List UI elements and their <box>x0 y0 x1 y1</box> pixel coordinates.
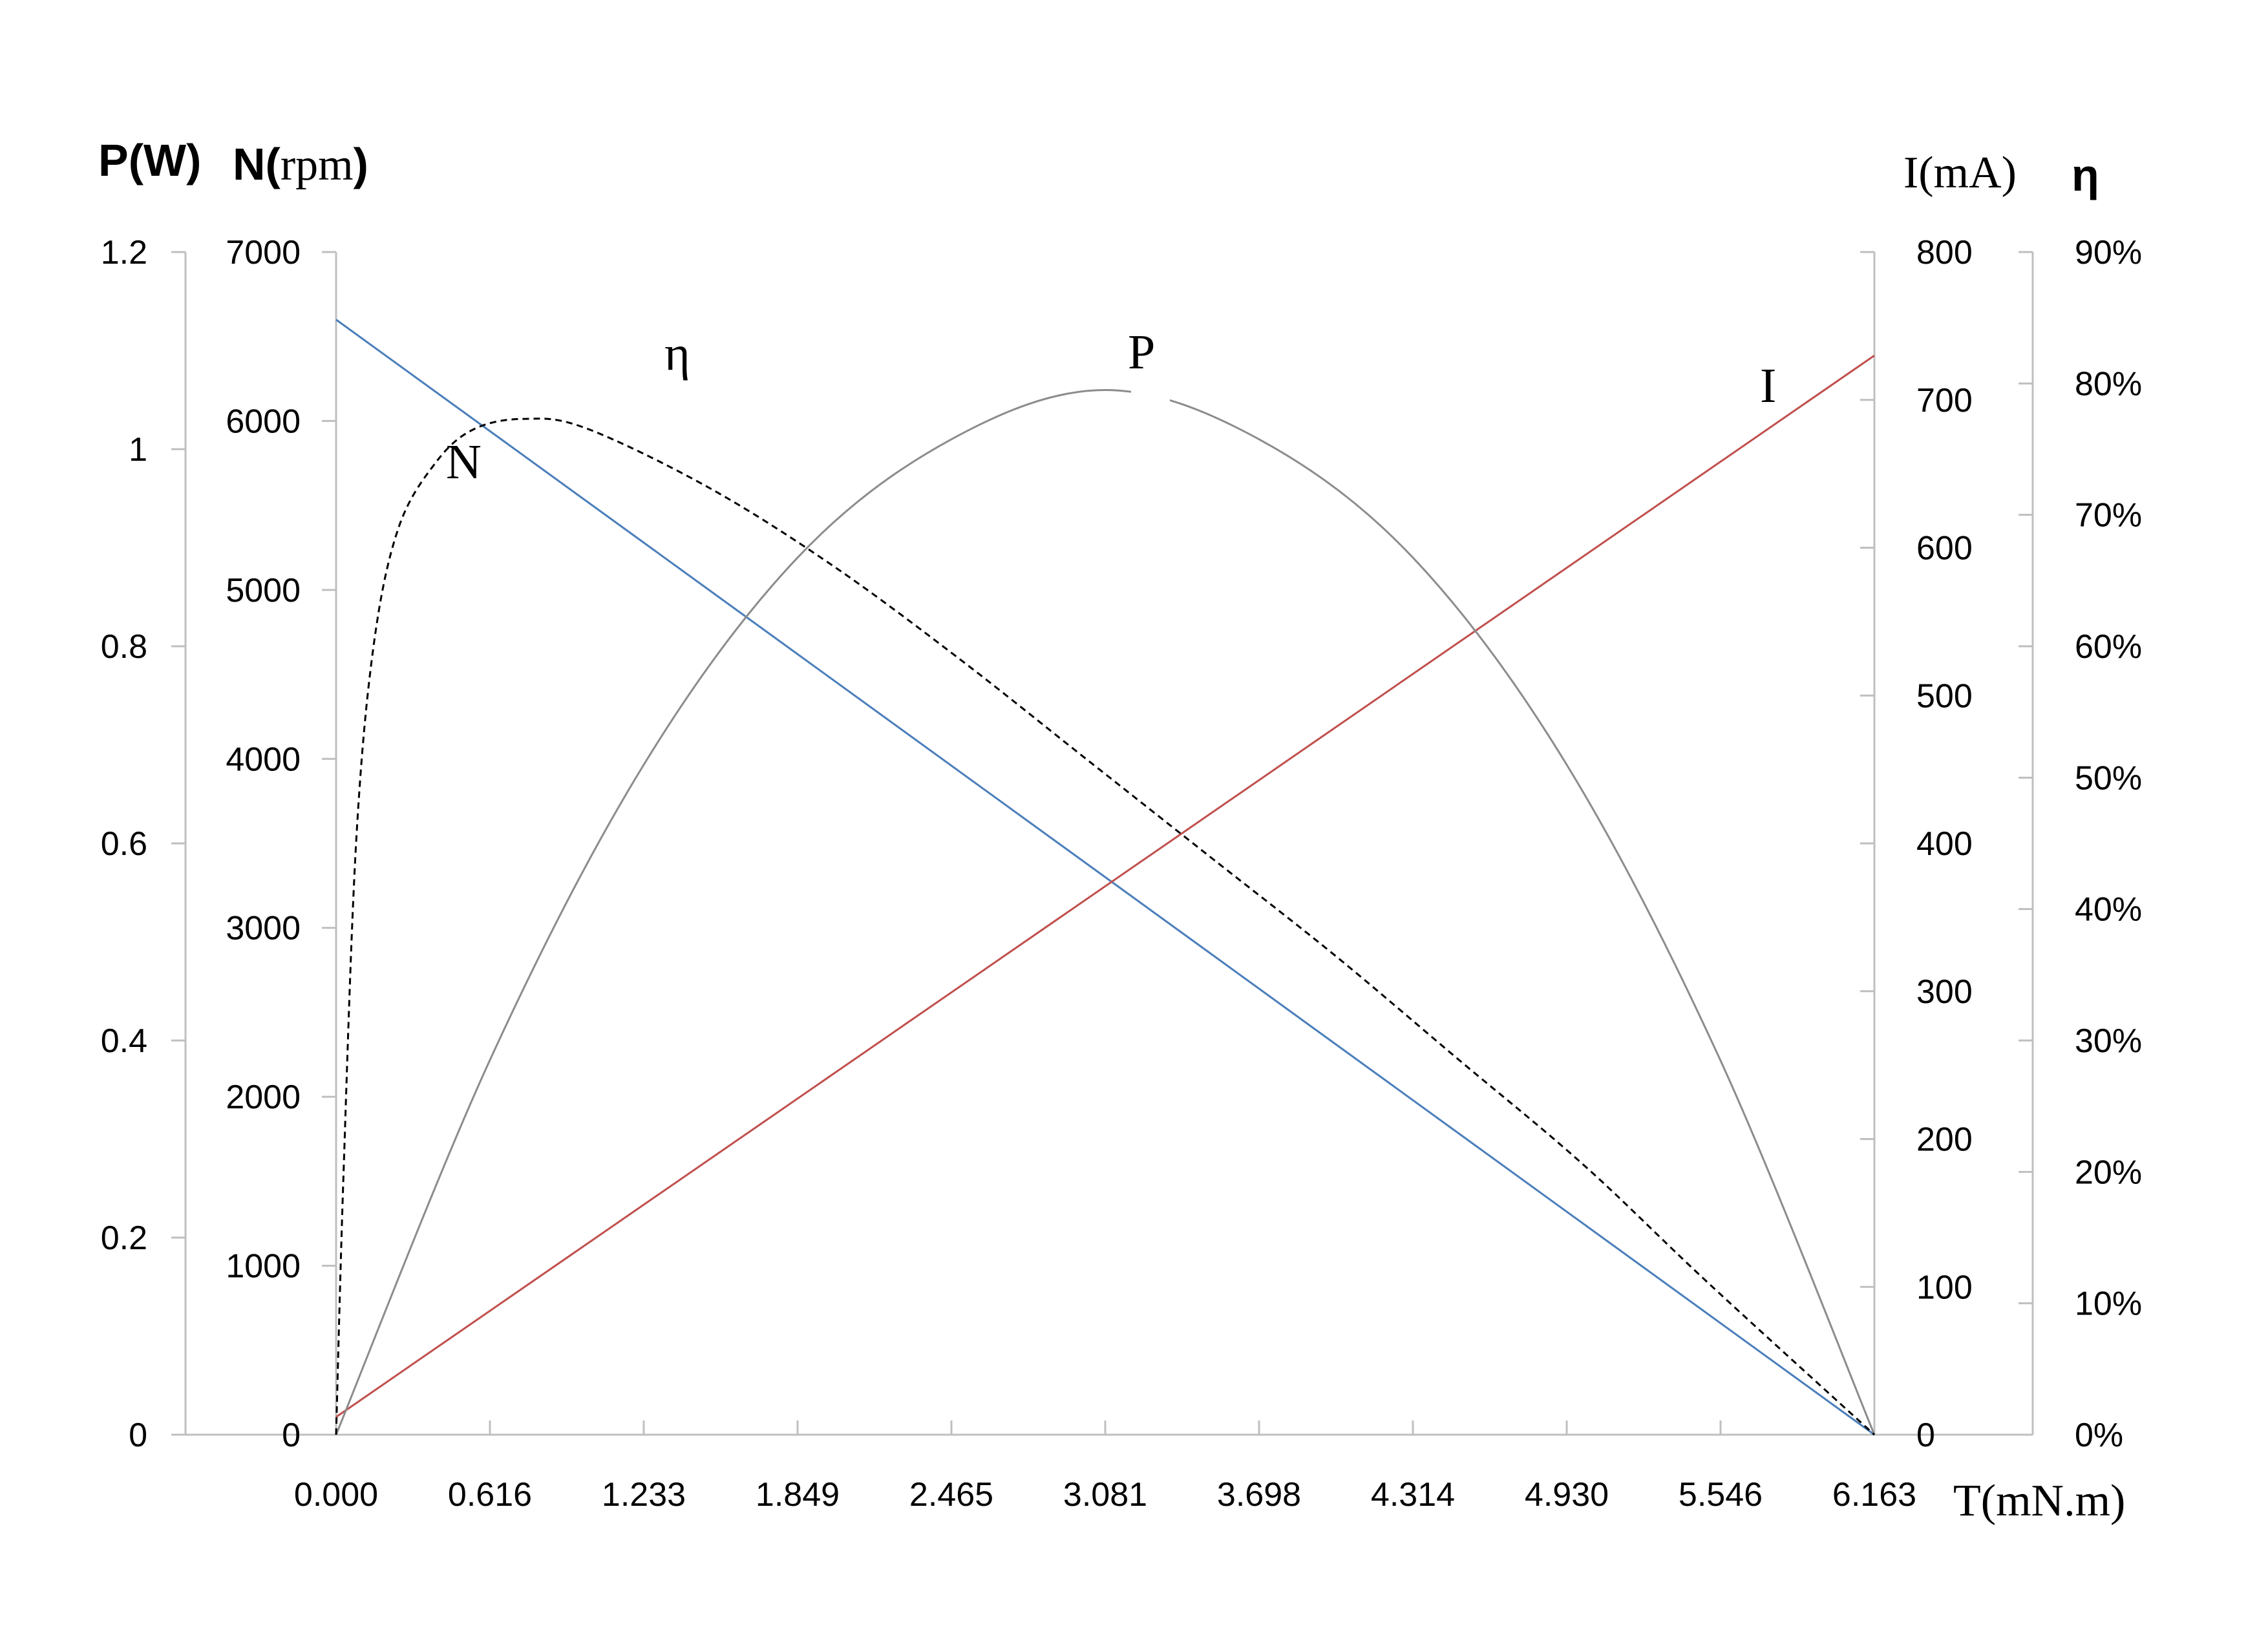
current-axis-tick-label: 500 <box>1916 677 1973 715</box>
power-axis-tick-label: 0.8 <box>101 628 147 666</box>
p-label-halo <box>1131 362 1170 407</box>
efficiency-axis-tick-label: 40% <box>2075 891 2142 929</box>
speed-axis-ticks: 0 1000 2000 3000 4000 5000 6000 7000 <box>226 234 336 1454</box>
torque-axis-tick-label: 2.465 <box>909 1476 993 1514</box>
speed-curve-label: N <box>446 435 482 489</box>
power-curve-label: P <box>1128 325 1155 379</box>
efficiency-axis-tick-label: 10% <box>2075 1285 2142 1323</box>
torque-axis-tick-label: 1.233 <box>602 1476 686 1514</box>
power-axis-title: P(W) <box>98 135 201 185</box>
speed-axis-tick-label: 0 <box>282 1417 301 1454</box>
efficiency-axis-tick-label: 30% <box>2075 1022 2142 1060</box>
speed-axis-tick-label: 4000 <box>226 741 301 778</box>
power-axis-tick-label: 0 <box>129 1417 147 1454</box>
speed-axis-tick-label: 1000 <box>226 1248 301 1285</box>
efficiency-axis-tick-label: 20% <box>2075 1154 2142 1191</box>
series-lines <box>335 319 1876 1436</box>
torque-axis-tick-label: 6.163 <box>1832 1476 1916 1514</box>
current-axis-tick-label: 100 <box>1916 1269 1973 1306</box>
efficiency-axis-tick-label: 90% <box>2075 234 2142 271</box>
current-axis-tick-label: 300 <box>1916 973 1973 1011</box>
efficiency-axis-title: η <box>2072 150 2099 200</box>
current-axis-tick-label: 200 <box>1916 1121 1973 1159</box>
efficiency-axis-tick-label: 60% <box>2075 628 2142 666</box>
current-axis-tick-label: 700 <box>1916 382 1973 419</box>
efficiency-axis-tick-label: 70% <box>2075 497 2142 534</box>
torque-axis-tick-label: 3.698 <box>1217 1476 1301 1514</box>
speed-axis-tick-label: 7000 <box>226 234 301 271</box>
torque-axis-tick-label: 0.000 <box>294 1476 378 1514</box>
eta-curve-label: η <box>664 326 690 381</box>
current-curve-label: I <box>1760 359 1776 413</box>
current-axis-tick-label: 400 <box>1916 825 1973 863</box>
current-axis-tick-label: 0 <box>1916 1417 1935 1454</box>
torque-axis-tick-label: 5.546 <box>1679 1476 1763 1514</box>
torque-axis-ticks: 0.000 0.616 1.233 1.849 2.465 3.081 3.698 4.314… <box>294 1420 1916 1514</box>
current-axis-tick-label: 600 <box>1916 530 1973 567</box>
power-axis-tick-label: 1 <box>129 431 147 469</box>
efficiency-axis-ticks: 0% 10% 20% 30% 40% 50% 60% 70% 80% 90% <box>2019 234 2142 1454</box>
efficiency-curve <box>335 417 1876 1436</box>
speed-axis-title-part1: N( <box>233 139 281 189</box>
speed-axis-tick-label: 5000 <box>226 572 301 609</box>
power-axis-tick-label: 0.6 <box>101 825 147 863</box>
torque-axis-tick-label: 0.616 <box>448 1476 532 1514</box>
speed-axis-title-part3: ) <box>354 139 368 189</box>
speed-axis-title-unit: rpm <box>281 140 354 190</box>
torque-axis-title: T(mN.m) <box>1953 1476 2125 1526</box>
current-line <box>335 354 1875 1418</box>
power-axis-tick-label: 0.4 <box>101 1022 147 1060</box>
current-axis-ticks: 0 100 200 300 400 500 600 700 800 <box>1860 234 1973 1454</box>
efficiency-axis-tick-label: 50% <box>2075 759 2142 797</box>
power-axis-tick-label: 0.2 <box>101 1220 147 1257</box>
current-axis-tick-label: 800 <box>1916 234 1973 271</box>
torque-axis-tick-label: 1.849 <box>756 1476 840 1514</box>
speed-axis-title: N(rpm) <box>233 139 368 190</box>
power-axis-tick-label: 1.2 <box>101 234 147 271</box>
speed-axis-tick-label: 3000 <box>226 910 301 947</box>
torque-axis-tick-label: 4.930 <box>1525 1476 1609 1514</box>
torque-axis-tick-label: 3.081 <box>1063 1476 1147 1514</box>
current-axis-title: I(mA) <box>1903 148 2017 198</box>
speed-line <box>335 319 1875 1436</box>
speed-axis-tick-label: 6000 <box>226 403 301 440</box>
efficiency-axis-tick-label: 80% <box>2075 365 2142 403</box>
torque-axis-tick-label: 4.314 <box>1371 1476 1455 1514</box>
power-curve <box>335 388 1876 1435</box>
efficiency-axis-tick-label: 0% <box>2075 1417 2123 1454</box>
power-axis-ticks: 0 0.2 0.4 0.6 0.8 1 1.2 <box>101 234 185 1454</box>
speed-axis-tick-label: 2000 <box>226 1079 301 1116</box>
